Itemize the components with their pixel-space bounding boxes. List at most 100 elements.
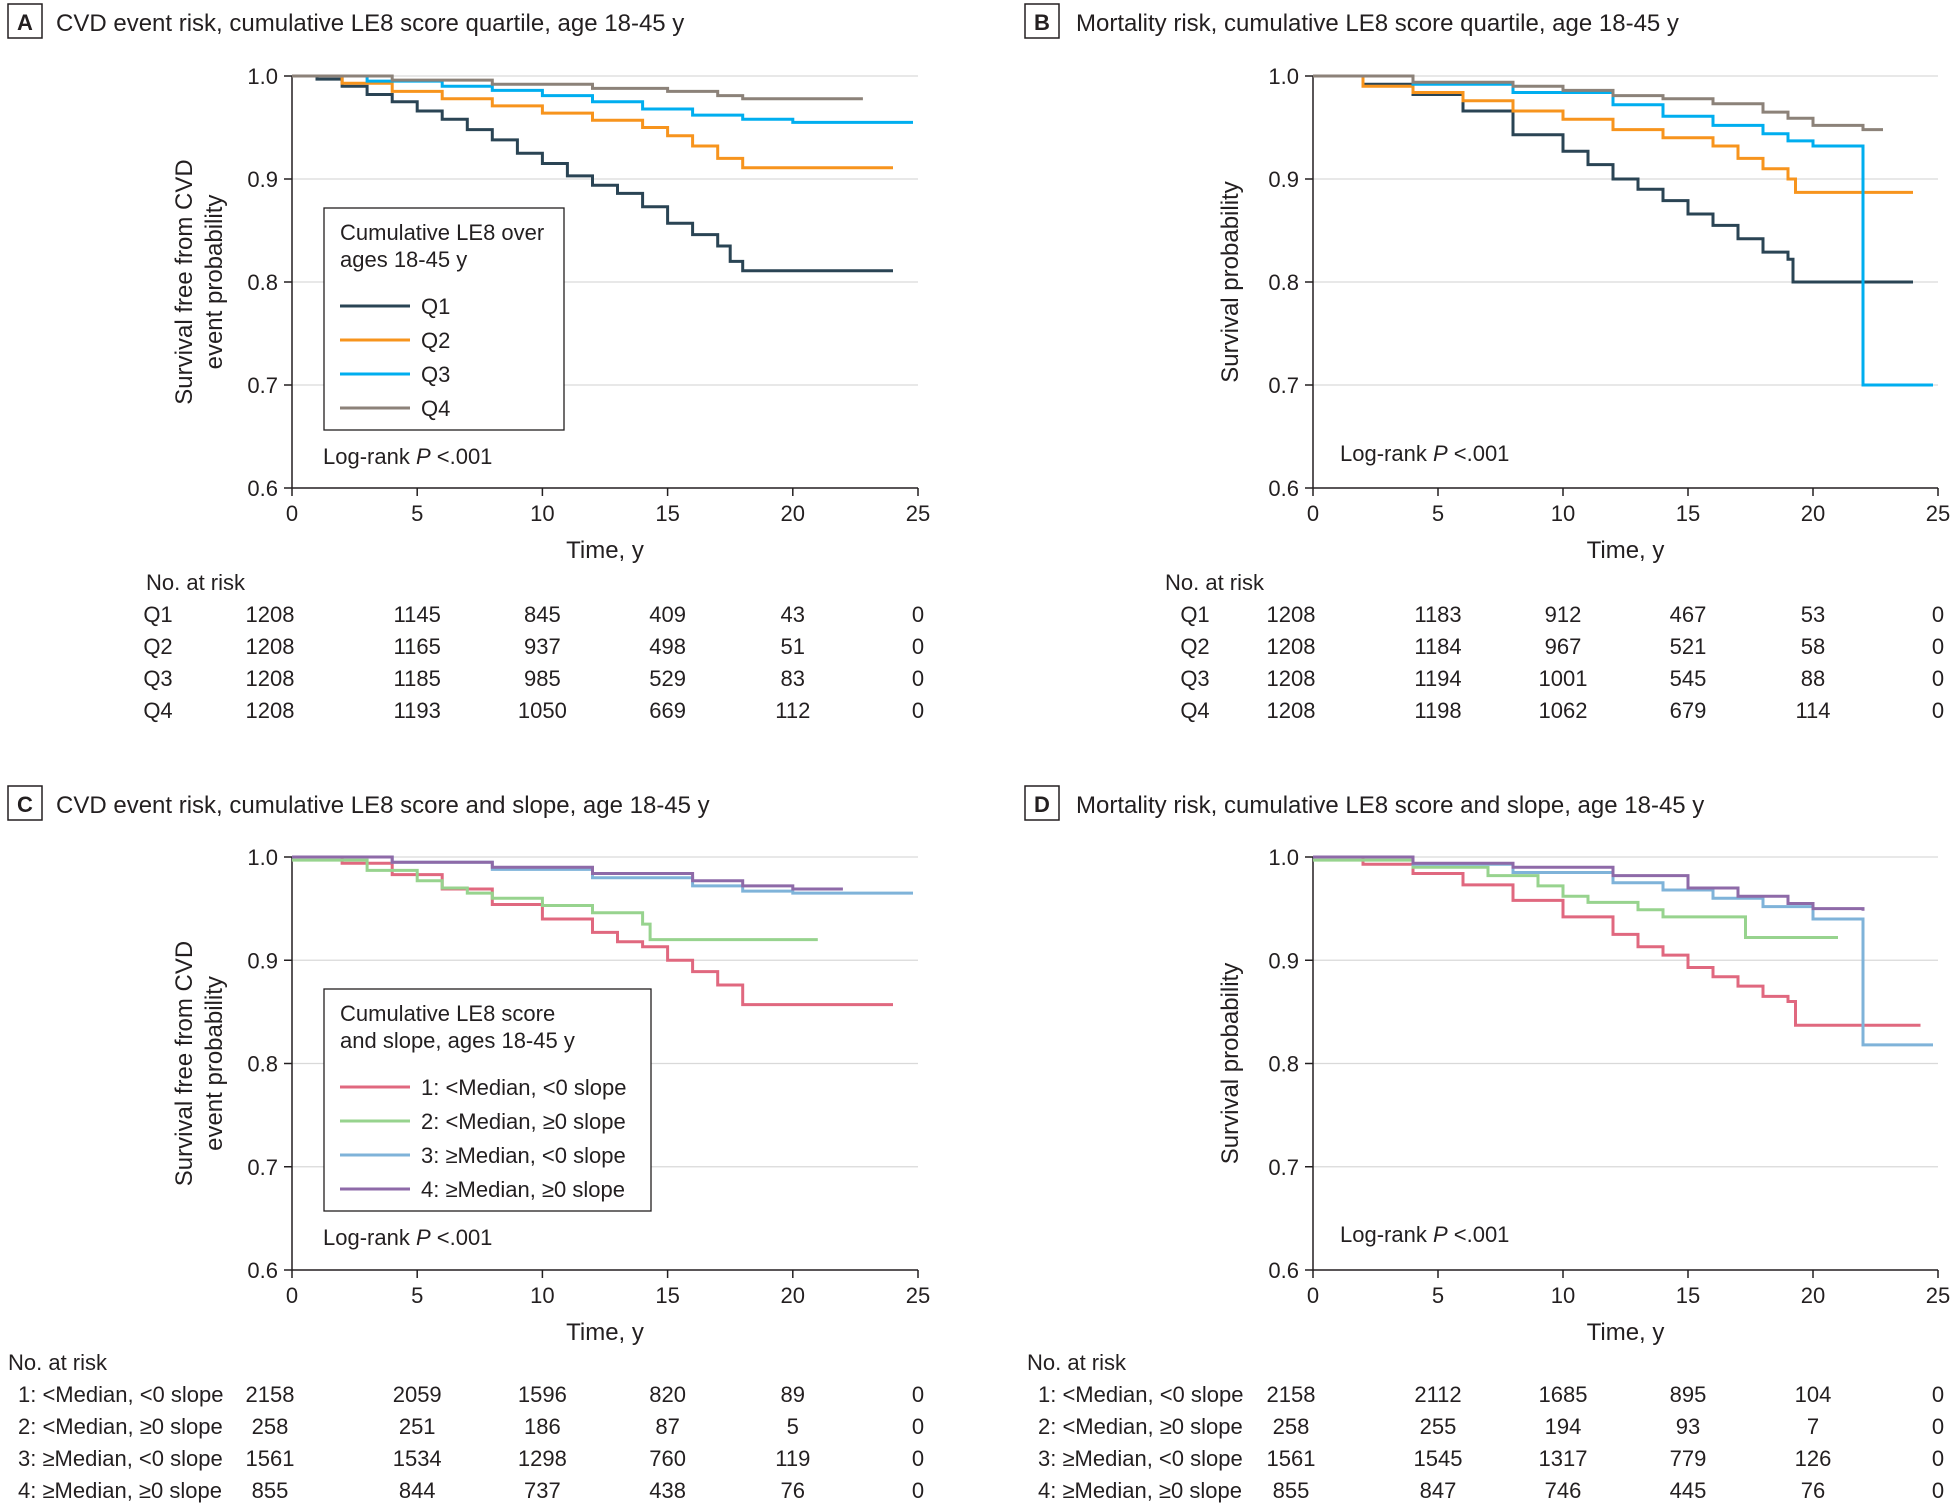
pvalue-p: P (416, 444, 431, 469)
risk-table-cell: 1534 (393, 1446, 442, 1471)
risk-table-row-label: 1: <Median, <0 slope (1038, 1382, 1243, 1407)
risk-table-row-label: 3: ≥Median, <0 slope (1038, 1446, 1243, 1471)
risk-table-cell: 1561 (1267, 1446, 1316, 1471)
risk-table-cell: 669 (649, 698, 686, 723)
risk-table-cell: 1001 (1539, 666, 1588, 691)
risk-table-row-label: Q1 (1180, 602, 1209, 627)
series-line (292, 74, 913, 124)
legend-title: Cumulative LE8 score (340, 1001, 555, 1026)
risk-table-cell: 679 (1670, 698, 1707, 723)
risk-table-cell: 1183 (1414, 602, 1461, 627)
risk-table-row-label: Q2 (143, 634, 172, 659)
series-line (292, 74, 863, 101)
x-tick-label: 10 (1551, 501, 1575, 526)
y-axis-label: Survival free from CVD (171, 159, 198, 404)
risk-table-row-label: 2: <Median, ≥0 slope (1038, 1414, 1243, 1439)
y-tick-label: 0.6 (1268, 1258, 1299, 1283)
risk-table-row-label: Q4 (1180, 698, 1209, 723)
risk-table-cell: 409 (649, 602, 686, 627)
risk-table-cell: 0 (912, 1414, 924, 1439)
risk-table-cell: 1145 (394, 602, 441, 627)
x-tick-label: 20 (781, 501, 805, 526)
risk-table-cell: 0 (1932, 1478, 1944, 1503)
series-line (292, 858, 818, 942)
risk-table-row-label: Q3 (1180, 666, 1209, 691)
risk-table-cell: 467 (1670, 602, 1707, 627)
risk-table: No. at risk Q1 1208 1183 912 467 53 0 Q2 1208 1184… (1165, 570, 1944, 723)
pvalue-prefix: Log-rank (1340, 1222, 1433, 1247)
series-line (1313, 855, 1933, 1047)
risk-table-row-label: 4: ≥Median, ≥0 slope (18, 1478, 222, 1503)
risk-table-cell: 0 (912, 698, 924, 723)
panel-title: CVD event risk, cumulative LE8 score and… (56, 792, 710, 819)
pvalue-rest: <.001 (1448, 1222, 1510, 1247)
risk-table-cell: 0 (912, 1382, 924, 1407)
risk-table: No. at risk Q1 1208 1145 845 409 43 0 Q2 1208 1165… (143, 570, 924, 723)
risk-table: No. at risk 1: <Median, <0 slope 2158 2059 1… (8, 1350, 924, 1503)
risk-table-cell: 0 (912, 1446, 924, 1471)
y-tick-label: 0.6 (247, 476, 278, 501)
pvalue-p: P (1433, 441, 1448, 466)
legend-title: Cumulative LE8 over (340, 220, 544, 245)
y-axis-label: Survival probability (1217, 963, 1244, 1164)
risk-table-cell: 1198 (1414, 698, 1461, 723)
risk-table-cell: 2158 (246, 1382, 295, 1407)
risk-table-row-label: Q1 (143, 602, 172, 627)
risk-table-cell: 1208 (1267, 602, 1316, 627)
risk-table-cell: 112 (775, 698, 810, 723)
risk-table-cell: 0 (912, 602, 924, 627)
series-line (1313, 855, 1865, 911)
panel-letter-box (7, 785, 43, 821)
x-tick-label: 0 (286, 501, 298, 526)
x-tick-label: 5 (411, 501, 423, 526)
legend-title: ages 18-45 y (340, 247, 467, 272)
x-tick-label: 20 (1801, 1283, 1825, 1308)
risk-table-cell: 1185 (394, 666, 441, 691)
x-tick-label: 10 (530, 1283, 554, 1308)
y-tick-label: 0.9 (247, 167, 278, 192)
x-tick-label: 5 (1432, 1283, 1444, 1308)
risk-table-cell: 114 (1795, 698, 1830, 723)
risk-table-cell: 1208 (246, 698, 295, 723)
x-tick-label: 0 (286, 1283, 298, 1308)
risk-table-cell: 0 (1932, 1414, 1944, 1439)
risk-table-cell: 251 (399, 1414, 436, 1439)
risk-table-cell: 1165 (394, 634, 441, 659)
y-tick-label: 0.7 (1268, 373, 1299, 398)
risk-table-cell: 855 (1273, 1478, 1310, 1503)
risk-table-cell: 445 (1670, 1478, 1707, 1503)
risk-table-cell: 0 (1932, 666, 1944, 691)
x-tick-label: 15 (1676, 1283, 1700, 1308)
panel-title: CVD event risk, cumulative LE8 score qua… (56, 10, 684, 37)
y-tick-label: 0.8 (247, 270, 278, 295)
risk-table-cell: 746 (1545, 1478, 1582, 1503)
pvalue-rest: <.001 (431, 1225, 493, 1250)
legend-label: Q2 (421, 328, 450, 353)
x-tick-label: 25 (1926, 501, 1950, 526)
panel-title: Mortality risk, cumulative LE8 score qua… (1076, 10, 1679, 37)
x-tick-label: 0 (1307, 1283, 1319, 1308)
x-tick-label: 15 (1676, 501, 1700, 526)
panel-b: B Mortality risk, cumulative LE8 score qu… (1024, 3, 1950, 723)
risk-table-cell: 985 (524, 666, 561, 691)
risk-table-header: No. at risk (146, 570, 246, 595)
pvalue-p: P (1433, 1222, 1448, 1247)
x-tick-label: 20 (1801, 501, 1825, 526)
y-axis-label: Survival probability (1217, 181, 1244, 382)
risk-table-cell: 51 (781, 634, 805, 659)
risk-table-cell: 1317 (1539, 1446, 1588, 1471)
y-tick-label: 1.0 (247, 845, 278, 870)
legend-label: Q3 (421, 362, 450, 387)
risk-table-cell: 820 (649, 1382, 686, 1407)
risk-table-cell: 779 (1670, 1446, 1707, 1471)
risk-table-row-label: 4: ≥Median, ≥0 slope (1038, 1478, 1242, 1503)
y-tick-label: 0.9 (1268, 948, 1299, 973)
risk-table-header: No. at risk (1165, 570, 1265, 595)
risk-table-cell: 0 (1932, 634, 1944, 659)
y-tick-label: 1.0 (247, 64, 278, 89)
pvalue-rest: <.001 (431, 444, 493, 469)
series-line (292, 74, 893, 273)
risk-table-cell: 88 (1801, 666, 1825, 691)
